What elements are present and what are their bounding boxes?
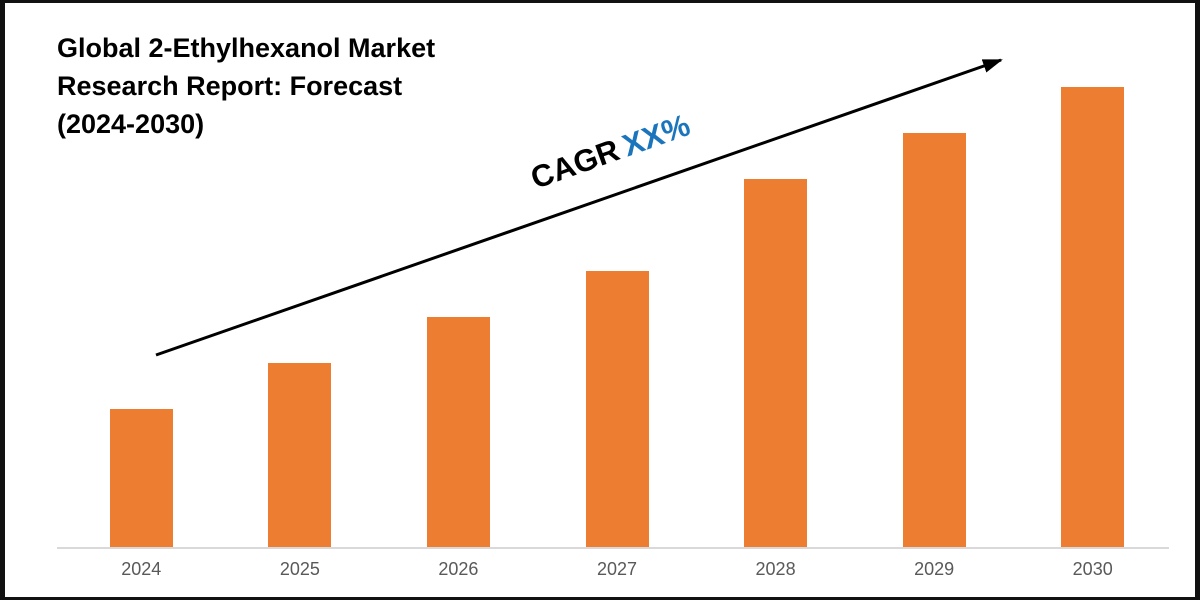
bar-2025	[268, 363, 332, 547]
x-tick-2025: 2025	[279, 559, 320, 579]
bar-2024	[109, 409, 173, 547]
x-tick-2026: 2026	[438, 559, 479, 579]
chart-title-line-1: Global 2-Ethylhexanol Market	[57, 33, 436, 63]
x-tick-2028: 2028	[755, 559, 796, 579]
x-tick-2024: 2024	[121, 559, 162, 579]
x-axis-ticks: 2024 2025 2026 2027 2028 2029 2030	[5, 3, 1195, 597]
x-tick-2030: 2030	[1072, 559, 1113, 579]
bar-2030	[1061, 87, 1125, 547]
x-axis-line	[57, 547, 1169, 549]
x-tick-2027: 2027	[596, 559, 638, 579]
x-tick-2029: 2029	[914, 559, 955, 579]
